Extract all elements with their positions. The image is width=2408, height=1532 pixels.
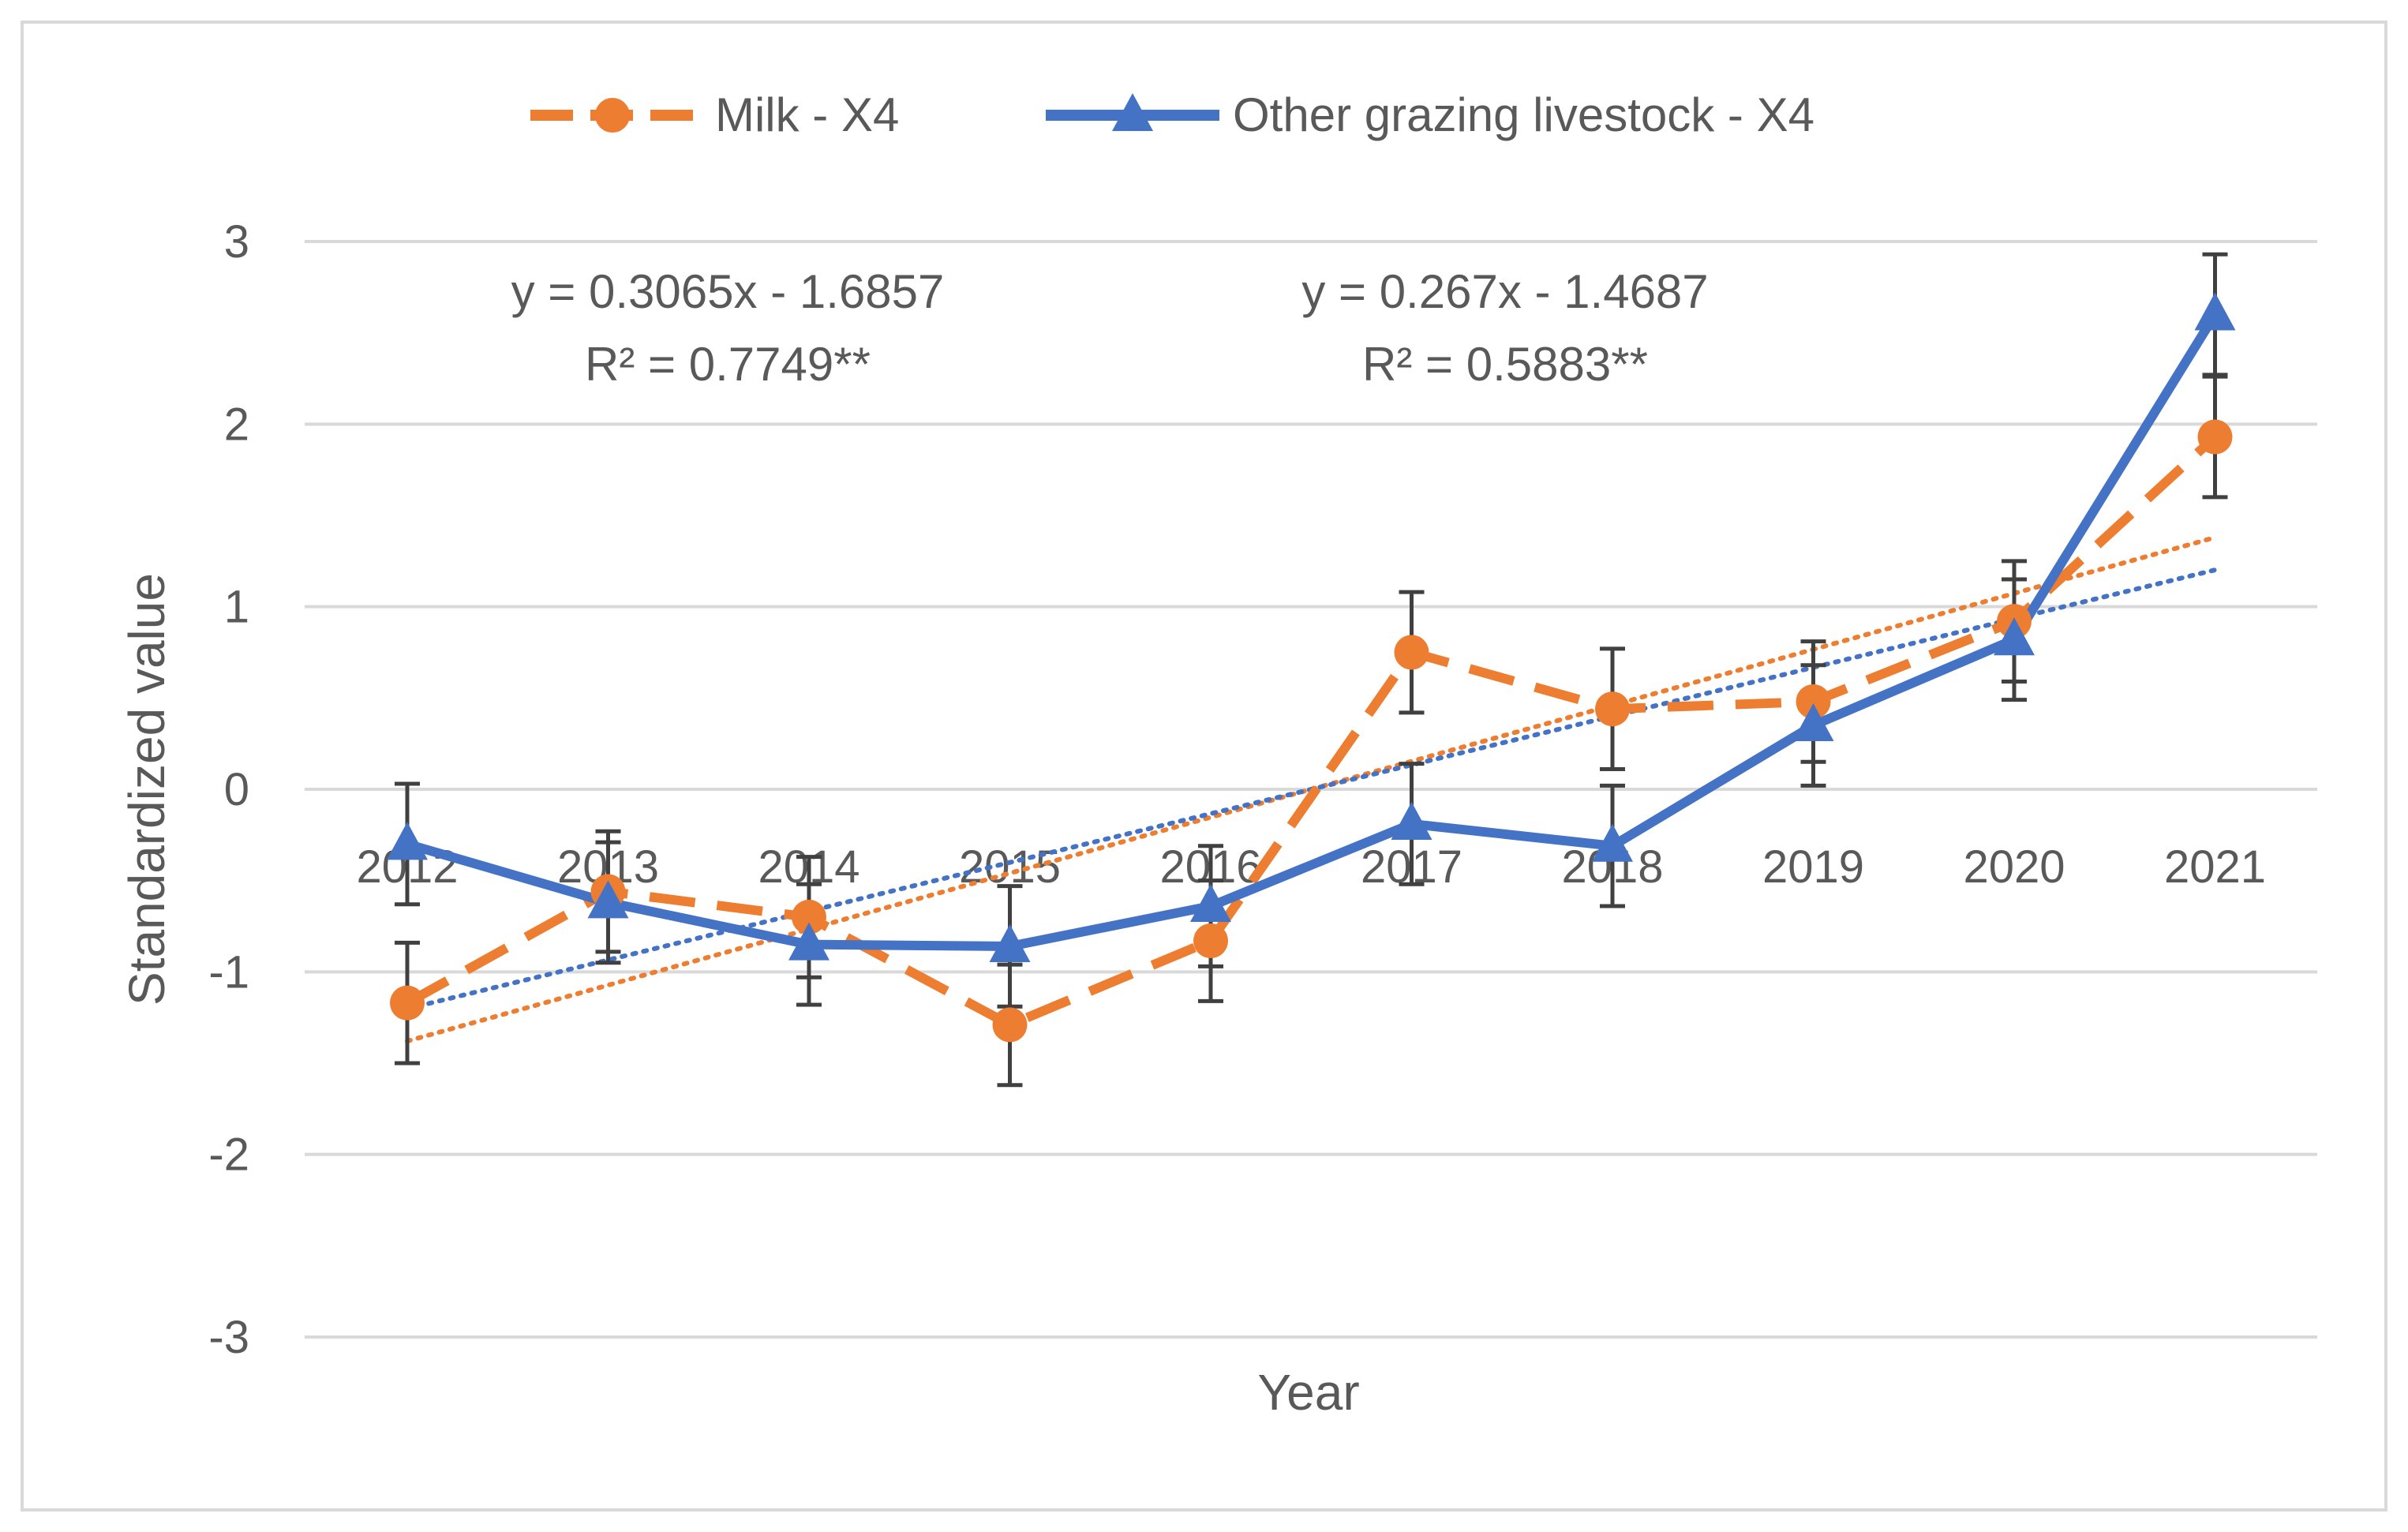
data-point-other-grazing xyxy=(2194,292,2236,331)
error-bars xyxy=(395,252,2228,1088)
series-markers xyxy=(387,292,2236,1043)
y-tick-label: 1 xyxy=(224,582,249,633)
trend-r2-milk: R² = 0.7749** xyxy=(585,338,871,391)
legend-marker-milk xyxy=(595,98,630,133)
y-tick-label: 0 xyxy=(224,764,249,815)
data-point-other-grazing xyxy=(1391,801,1432,840)
gridlines xyxy=(305,240,2317,1339)
x-tick-label: 2021 xyxy=(2164,841,2266,893)
data-point-other-grazing xyxy=(387,822,428,860)
data-point-milk xyxy=(1193,923,1228,959)
data-point-milk xyxy=(390,985,425,1021)
series-line-milk xyxy=(405,433,2219,1030)
trend-equation-milk: y = 0.3065x - 1.6857 xyxy=(511,265,945,318)
trend-r2-other-grazing: R² = 0.5883** xyxy=(1362,338,1648,391)
legend-label-other-grazing: Other grazing livestock - X4 xyxy=(1233,88,1814,141)
data-point-other-grazing xyxy=(1190,884,1231,923)
legend-marker-other-grazing xyxy=(1112,93,1153,131)
trend-annotation-milk: y = 0.3065x - 1.6857 R² = 0.7749** xyxy=(511,265,945,391)
data-point-other-grazing xyxy=(1592,823,1633,862)
series-line-other-grazing xyxy=(406,312,2219,951)
data-point-other-grazing xyxy=(1994,617,2035,656)
data-point-milk xyxy=(992,1007,1028,1043)
series-lines xyxy=(405,312,2219,1030)
data-point-other-grazing xyxy=(587,880,629,919)
y-axis-title: Standardized value xyxy=(118,573,175,1006)
data-point-other-grazing xyxy=(989,923,1031,962)
data-point-milk xyxy=(792,899,826,935)
y-tick-label: 2 xyxy=(224,399,249,450)
chart-frame xyxy=(21,21,2387,1511)
data-point-other-grazing xyxy=(1792,703,1834,742)
x-tick-label: 2019 xyxy=(1762,841,1864,893)
data-point-milk xyxy=(1796,684,1831,719)
data-point-milk xyxy=(1394,635,1429,670)
trend-annotation-other-grazing: y = 0.267x - 1.4687 R² = 0.5883** xyxy=(1301,265,1708,391)
y-tick-label: -1 xyxy=(208,946,249,998)
y-axis-ticks: 3 2 1 0 -1 -2 -3 xyxy=(208,216,249,1363)
data-point-other-grazing xyxy=(788,922,830,961)
x-axis-title: Year xyxy=(1257,1364,1359,1421)
y-tick-label: -3 xyxy=(208,1312,249,1363)
data-point-milk xyxy=(2197,419,2233,455)
y-tick-label: 3 xyxy=(224,216,249,268)
trend-equation-other-grazing: y = 0.267x - 1.4687 xyxy=(1301,265,1708,318)
legend-item-milk: Milk - X4 xyxy=(530,88,899,141)
legend-label-milk: Milk - X4 xyxy=(715,88,899,141)
legend: Milk - X4 Other grazing livestock - X4 xyxy=(530,88,1814,141)
y-tick-label: -2 xyxy=(208,1129,249,1181)
x-tick-label: 2020 xyxy=(1963,841,2065,893)
data-point-milk xyxy=(1595,691,1630,727)
legend-item-other-grazing: Other grazing livestock - X4 xyxy=(1046,88,1814,141)
